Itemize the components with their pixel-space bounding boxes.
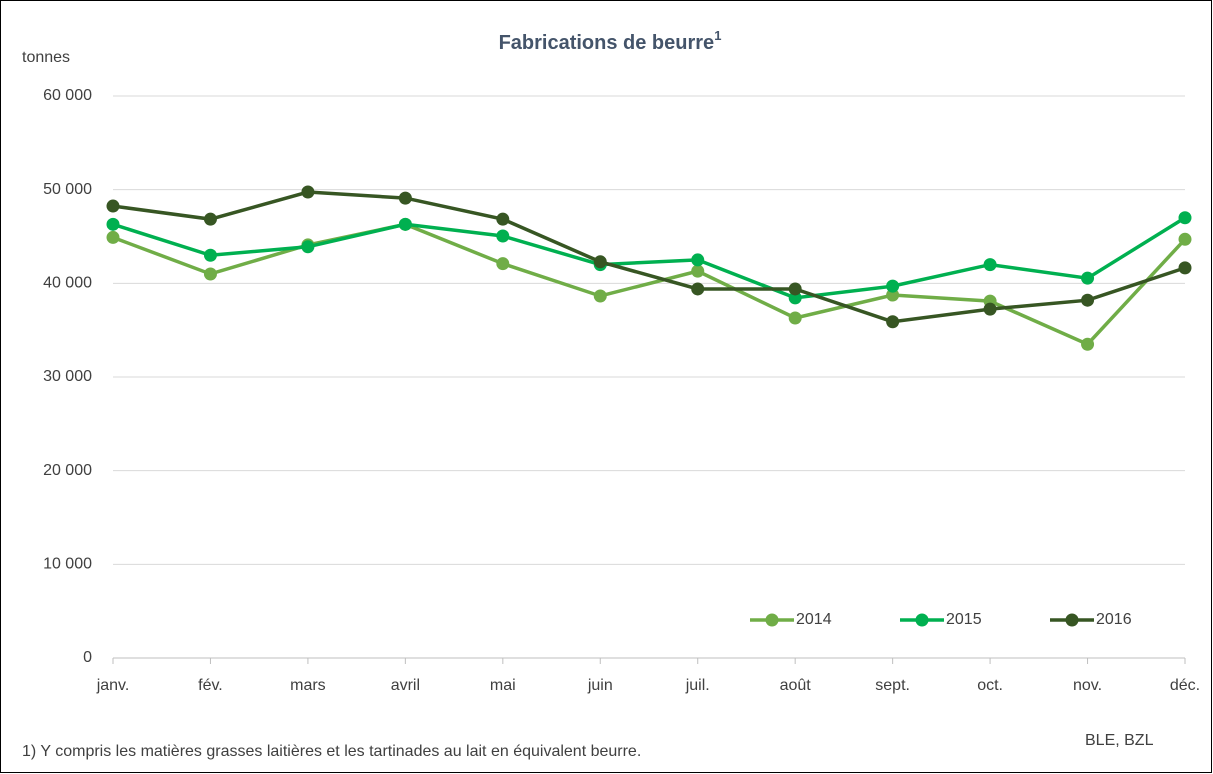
x-tick-label: déc. [1170,677,1200,694]
legend-marker [765,613,779,627]
data-point [593,289,607,303]
title-superscript: 1 [714,28,721,43]
x-tick-label: mars [290,677,326,694]
y-tick-label: 10 000 [43,556,92,573]
data-point [496,229,510,243]
x-tick-label: fév. [198,677,223,694]
x-tick-label: mai [490,677,516,694]
y-tick-label: 40 000 [43,275,92,292]
y-tick-label: 20 000 [43,462,92,479]
legend-marker [915,613,929,627]
series-line [112,190,1186,324]
data-point [691,253,705,267]
x-tick-label: avril [391,677,420,694]
legend-label: 2015 [946,611,982,628]
data-point [1081,293,1095,307]
y-axis-label: tonnes [22,49,70,66]
data-point [106,230,120,244]
data-point [203,248,217,262]
data-point [886,288,900,302]
x-tick-label: juin [587,677,613,694]
data-point [398,217,412,231]
data-point [886,279,900,293]
x-tick-label: juil. [685,677,710,694]
data-point [398,191,412,205]
legend-marker [1065,613,1079,627]
data-point [1178,232,1192,246]
data-point [788,291,802,305]
data-point [691,264,705,278]
data-point [301,240,315,254]
y-tick-label: 50 000 [43,181,92,198]
x-tick-label: janv. [96,677,130,694]
y-tick-label: 30 000 [43,368,92,385]
data-point [983,302,997,316]
data-point [203,267,217,281]
data-point [496,212,510,226]
data-point [203,212,217,226]
series-line [112,216,1186,300]
x-tick-label: sept. [875,677,910,694]
data-point [788,282,802,296]
data-point [106,217,120,231]
legend-label: 2016 [1096,611,1132,628]
data-point [691,282,705,296]
x-tick-label: août [780,677,812,694]
data-point [788,311,802,325]
data-point [496,257,510,271]
data-point [983,258,997,272]
y-tick-label: 60 000 [43,87,92,104]
source: BLE, BZL [1085,732,1154,749]
data-point [1178,261,1192,275]
data-point [106,199,120,213]
data-point [593,255,607,269]
data-point [886,315,900,329]
x-tick-label: oct. [977,677,1003,694]
x-tick-label: nov. [1073,677,1102,694]
title-text: Fabrications de beurre [499,32,715,54]
footnote: 1) Y compris les matières grasses laitiè… [22,743,641,760]
legend-label: 2014 [796,611,832,628]
chart-title: Fabrications de beurre1 [499,28,722,54]
data-point [301,185,315,199]
data-point [1081,337,1095,351]
data-point [1081,271,1095,285]
y-tick-label: 0 [83,649,92,666]
data-point [1178,211,1192,225]
